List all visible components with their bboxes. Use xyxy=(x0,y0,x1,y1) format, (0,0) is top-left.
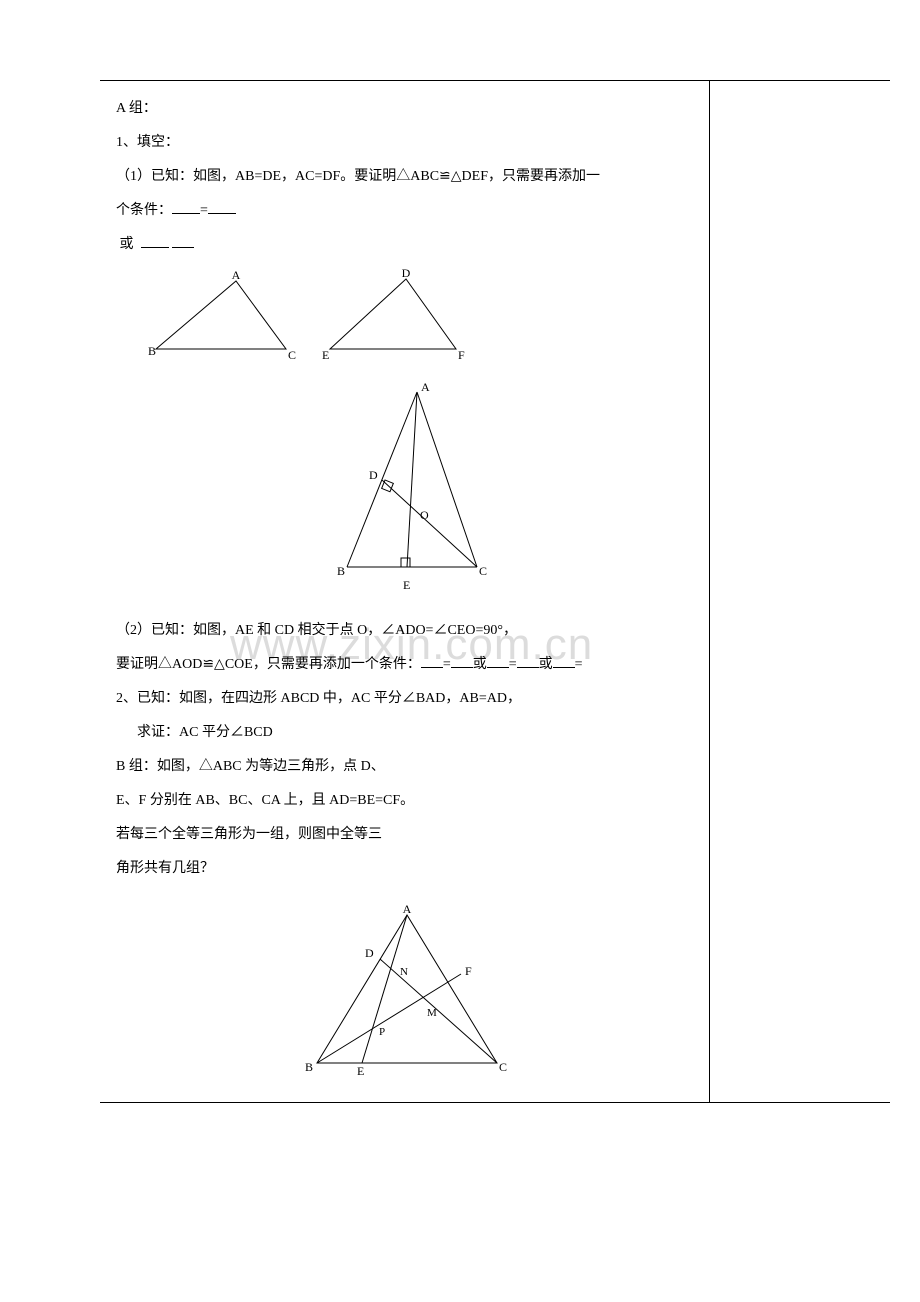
figure-equilateral-wrap: A B C D E F N M P xyxy=(116,903,697,1078)
q1-1-prefix: 个条件： xyxy=(116,203,172,218)
label-m: M xyxy=(427,1007,437,1019)
blank xyxy=(172,233,194,248)
q1-1-line-a: （1）已知：如图，AB=DE，AC=DF。要证明△ABC≌△DEF，只需要再添加… xyxy=(116,163,697,191)
blank xyxy=(141,233,169,248)
main-content-cell: A 组： 1、填空： （1）已知：如图，AB=DE，AC=DF。要证明△ABC≌… xyxy=(100,81,710,1102)
blank xyxy=(421,653,443,668)
or-text: 或 xyxy=(539,657,553,672)
eq-text: = xyxy=(443,657,451,672)
label-d: D xyxy=(365,946,374,960)
or-text: 或 xyxy=(120,237,134,252)
label-e: E xyxy=(322,348,329,362)
q1-1-line-or: 或 xyxy=(116,231,697,259)
empty-right-cell xyxy=(710,81,890,1102)
triangle-def: D E F xyxy=(316,267,476,367)
blank xyxy=(172,199,200,214)
figure-intersection-wrap: A B C D E O xyxy=(116,377,697,607)
label-b: B xyxy=(305,1060,313,1074)
figure-intersection: A B C D E O xyxy=(307,377,507,607)
label-p: P xyxy=(379,1026,385,1038)
figure-row-triangles: A B C D E F xyxy=(136,267,697,367)
label-b: B xyxy=(148,344,156,358)
label-f: F xyxy=(458,348,465,362)
label-e: E xyxy=(403,578,410,592)
blank xyxy=(451,653,473,668)
q1-2-line-a: （2）已知：如图，AE 和 CD 相交于点 O，∠ADO=∠CEO=90°， xyxy=(116,617,697,645)
label-c: C xyxy=(479,564,487,578)
label-c: C xyxy=(288,348,296,362)
group-b-l4: 角形共有几组？ xyxy=(116,855,697,883)
eq-text: = xyxy=(509,657,517,672)
q1-2-prefix: 要证明△AOD≌△COE，只需要再添加一个条件： xyxy=(116,657,421,672)
group-b-l2: E、F 分别在 AB、BC、CA 上，且 AD=BE=CF。 xyxy=(116,787,697,815)
blank xyxy=(487,653,509,668)
or-text: 或 xyxy=(473,657,487,672)
figure-equilateral: A B C D E F N M P xyxy=(287,903,527,1078)
triangle-abc: A B C xyxy=(136,267,296,367)
group-b-l1: B 组：如图，△ABC 为等边三角形，点 D、 xyxy=(116,753,697,781)
blank xyxy=(553,653,575,668)
q1-1-line-b: 个条件： = xyxy=(116,197,697,225)
q2-line-a: 2、已知：如图，在四边形 ABCD 中，AC 平分∠BAD，AB=AD， xyxy=(116,685,697,713)
label-n: N xyxy=(400,966,408,978)
label-a: A xyxy=(421,380,430,394)
label-f: F xyxy=(465,964,472,978)
group-b-l3: 若每三个全等三角形为一组，则图中全等三 xyxy=(116,821,697,849)
label-c: C xyxy=(499,1060,507,1074)
group-a-title: A 组： xyxy=(116,95,697,123)
label-a: A xyxy=(402,903,411,916)
content-table: A 组： 1、填空： （1）已知：如图，AB=DE，AC=DF。要证明△ABC≌… xyxy=(100,80,890,1103)
blank xyxy=(208,199,236,214)
q1-title: 1、填空： xyxy=(116,129,697,157)
label-d: D xyxy=(369,468,378,482)
q2-line-b: 求证：AC 平分∠BCD xyxy=(116,719,697,747)
label-b: B xyxy=(337,564,345,578)
label-o: O xyxy=(420,508,429,522)
eq-text: = xyxy=(200,203,208,218)
blank xyxy=(517,653,539,668)
q1-2-line-b: 要证明△AOD≌△COE，只需要再添加一个条件： = 或 = 或 = xyxy=(116,651,697,679)
eq-text: = xyxy=(575,657,583,672)
label-a: A xyxy=(232,268,241,282)
label-d: D xyxy=(402,267,411,280)
label-e: E xyxy=(357,1064,364,1078)
